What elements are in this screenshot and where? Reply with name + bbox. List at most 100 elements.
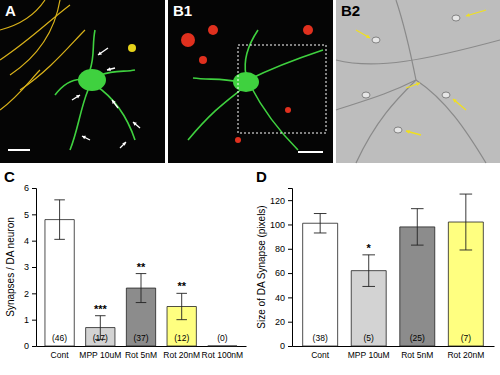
tick-mark bbox=[288, 249, 292, 250]
plot-area bbox=[45, 200, 237, 346]
axis-line bbox=[288, 189, 293, 347]
arrow-shaft bbox=[112, 100, 118, 108]
tick: 80 bbox=[275, 244, 292, 254]
arrow-head bbox=[366, 35, 370, 38]
error-bar bbox=[54, 200, 65, 240]
tick-mark bbox=[32, 293, 36, 294]
sample-size: (7) bbox=[461, 333, 472, 343]
arrow-head bbox=[466, 13, 470, 17]
red-cell bbox=[181, 33, 195, 47]
error-bar-cap bbox=[460, 249, 473, 250]
tick: Rot 5nM bbox=[401, 346, 433, 360]
tick: 4 bbox=[24, 236, 36, 246]
arrow-shaft bbox=[406, 131, 421, 135]
axis-title: Synapses / DA neuron bbox=[5, 217, 16, 317]
tick-label: 60 bbox=[275, 268, 285, 278]
error-bar-cap bbox=[460, 194, 473, 195]
inset-box bbox=[238, 45, 326, 133]
tick-label: 100 bbox=[270, 220, 285, 230]
image-panel bbox=[168, 0, 333, 163]
error-bar bbox=[411, 209, 424, 245]
bar-chart: DSize of DA Synapse (pixels)020406080100… bbox=[256, 168, 495, 360]
tick-label: 80 bbox=[275, 244, 285, 254]
neurite bbox=[336, 80, 416, 110]
arrow-shaft bbox=[466, 10, 486, 16]
arrow-shaft bbox=[82, 136, 90, 140]
tick-mark bbox=[288, 273, 292, 274]
arrow-head bbox=[406, 130, 410, 134]
arrow-head bbox=[416, 82, 420, 86]
tick-label: 1 bbox=[24, 315, 29, 325]
y-axis: 0123456 bbox=[24, 183, 37, 351]
tick: 20 bbox=[275, 317, 292, 327]
dendrite bbox=[0, 70, 40, 110]
tick: 3 bbox=[24, 262, 36, 272]
arrow-head bbox=[133, 122, 137, 126]
panel-label: C bbox=[4, 168, 15, 185]
sample-size: (37) bbox=[133, 333, 148, 343]
y-axis: 020406080100120 bbox=[270, 189, 293, 352]
image-panel bbox=[0, 0, 165, 163]
tick-label: MPP 10uM bbox=[79, 350, 121, 360]
arrow-head bbox=[107, 67, 111, 71]
bouton bbox=[394, 127, 402, 133]
arrow-head bbox=[122, 142, 126, 146]
tick-mark bbox=[32, 241, 36, 242]
red-cell bbox=[285, 107, 291, 113]
tick-label: 0 bbox=[280, 341, 285, 351]
error-bar-cap bbox=[176, 293, 187, 294]
tick-label: Rot 5nM bbox=[401, 350, 433, 360]
tick-label: 120 bbox=[270, 196, 285, 206]
neurite bbox=[193, 78, 238, 82]
axis-title: Size of DA Synapse (pixels) bbox=[256, 205, 267, 328]
arrow-shaft bbox=[356, 30, 370, 38]
tick-label: Rot 5nM bbox=[125, 350, 157, 360]
arrow-head bbox=[82, 136, 86, 139]
red-cell bbox=[208, 25, 218, 35]
error-bar-cap bbox=[411, 208, 424, 209]
neurite bbox=[245, 30, 258, 75]
red-cell bbox=[199, 56, 207, 64]
tick: 0 bbox=[280, 341, 292, 351]
tick: 5 bbox=[24, 210, 36, 220]
image-background bbox=[0, 0, 165, 163]
tick-label: 3 bbox=[24, 262, 29, 272]
image-background bbox=[168, 0, 333, 163]
tick: MPP 10uM bbox=[348, 346, 390, 360]
tick-mark bbox=[32, 320, 36, 321]
error-bar bbox=[136, 274, 147, 303]
bouton bbox=[372, 37, 380, 43]
tick: Rot 5nM bbox=[125, 346, 157, 360]
bar bbox=[400, 227, 435, 346]
neurite bbox=[90, 30, 95, 70]
panel-label: B1 bbox=[173, 2, 192, 19]
sample-size: (25) bbox=[410, 333, 425, 343]
error-bar-line bbox=[181, 293, 182, 319]
red-cell bbox=[235, 137, 241, 143]
tick-label: 2 bbox=[24, 289, 29, 299]
panel-label: A bbox=[5, 2, 16, 19]
figure: AB1B2CSynapses / DA neuron0123456ContMPP… bbox=[0, 0, 500, 375]
significance: ** bbox=[177, 280, 186, 292]
significance: * bbox=[367, 242, 372, 254]
tick-mark bbox=[288, 322, 292, 323]
tick-label: Rot 20nM bbox=[163, 350, 200, 360]
bouton bbox=[442, 92, 450, 98]
tick-label: MPP 10uM bbox=[348, 350, 390, 360]
annotations: (46)(17)***(37)**(12)**(0) bbox=[52, 261, 228, 343]
error-bar bbox=[176, 293, 187, 319]
arrow-shaft bbox=[406, 83, 420, 88]
scale-bar bbox=[8, 149, 30, 151]
tick: 120 bbox=[270, 196, 292, 206]
x-axis: ContMPP 10uMRot 5nMRot 20nMRot 100nM bbox=[37, 346, 247, 360]
tick: 0 bbox=[24, 341, 36, 351]
arrow-head bbox=[453, 99, 457, 103]
dendrite bbox=[0, 0, 45, 30]
bar bbox=[303, 223, 338, 346]
tick-label: 5 bbox=[24, 210, 29, 220]
tick: Rot 20nM bbox=[447, 346, 484, 360]
tick-mark bbox=[288, 346, 292, 347]
tick-mark bbox=[288, 200, 292, 201]
arrow-head bbox=[76, 95, 80, 98]
arrow-shaft bbox=[120, 142, 126, 148]
